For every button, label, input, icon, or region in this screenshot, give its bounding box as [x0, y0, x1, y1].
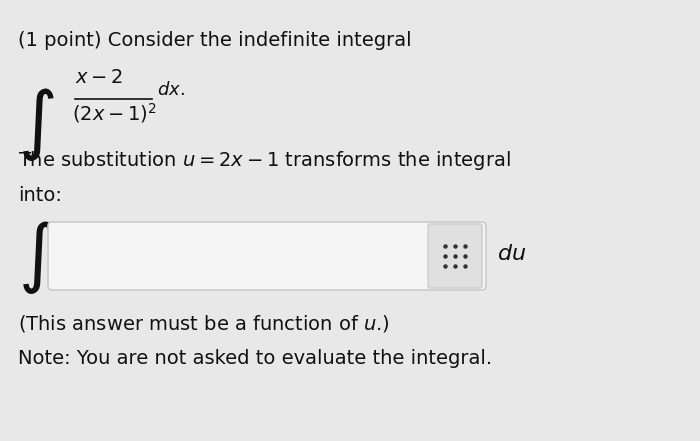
- FancyBboxPatch shape: [48, 222, 486, 290]
- Text: $(2x - 1)^2$: $(2x - 1)^2$: [72, 101, 157, 125]
- Text: (This answer must be a function of $u$.): (This answer must be a function of $u$.): [18, 313, 390, 334]
- Text: into:: into:: [18, 186, 62, 205]
- Text: $dx.$: $dx.$: [157, 81, 185, 99]
- Text: The substitution $u = 2x - 1$ transforms the integral: The substitution $u = 2x - 1$ transforms…: [18, 149, 511, 172]
- Text: $du$: $du$: [497, 243, 526, 265]
- Text: $\int$: $\int$: [18, 86, 55, 163]
- Text: $\int$: $\int$: [18, 219, 55, 296]
- FancyBboxPatch shape: [428, 224, 482, 288]
- Text: (1 point) Consider the indefinite integral: (1 point) Consider the indefinite integr…: [18, 31, 412, 50]
- Text: $x - 2$: $x - 2$: [75, 69, 123, 87]
- Text: Note: You are not asked to evaluate the integral.: Note: You are not asked to evaluate the …: [18, 349, 492, 368]
